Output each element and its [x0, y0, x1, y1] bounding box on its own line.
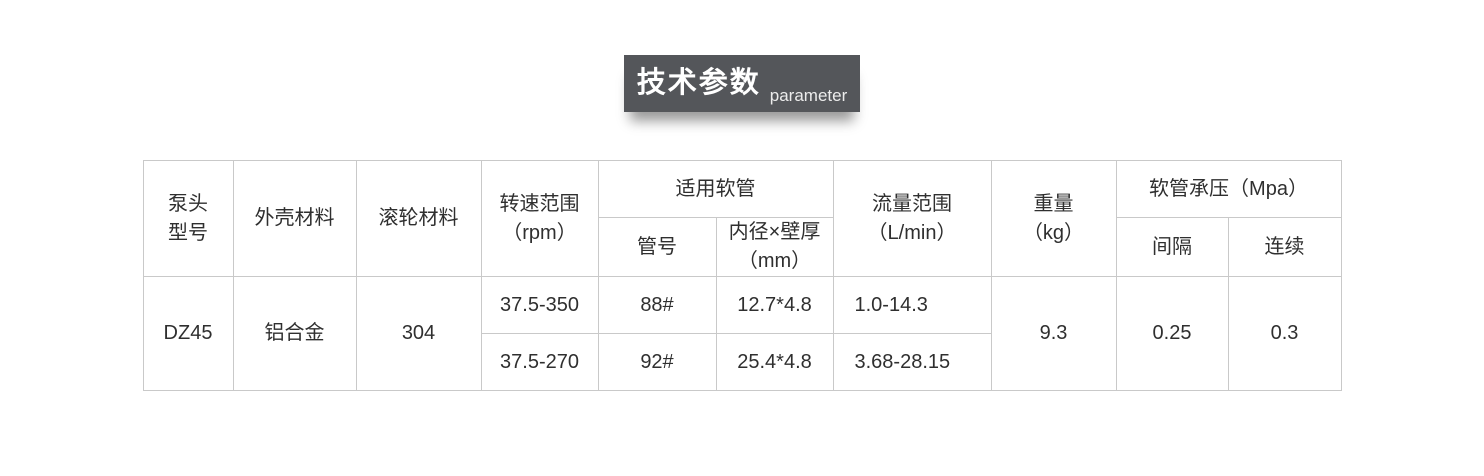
- header-pump-model-line1: 泵头: [168, 192, 208, 215]
- data-row-2: 37.5-270 92# 25.4*4.8 3.68-28.15: [143, 333, 1341, 391]
- cell-tube-number-1: 88#: [597, 276, 717, 334]
- header-roller-material: 滚轮材料: [355, 160, 482, 277]
- header-row-top: 泵头 型号 外壳材料 滚轮材料 转速范围 （rpm） 适用软管 流量范围 （L/…: [142, 160, 1342, 277]
- section-title-badge: 技术参数 parameter: [624, 55, 860, 112]
- header-inner-diameter-wall-line2: （mm）: [737, 250, 812, 272]
- header-shell-material: 外壳材料: [232, 160, 357, 277]
- header-applicable-hose: 适用软管: [597, 160, 834, 218]
- technical-parameters-table: 泵头 型号 外壳材料 滚轮材料 转速范围 （rpm） 适用软管 流量范围 （L/…: [142, 160, 1342, 391]
- cell-interval-pressure: 0.25: [1115, 276, 1229, 391]
- section-title: 技术参数: [636, 67, 761, 99]
- header-flow-range-line2: （L/min）: [867, 221, 957, 244]
- header-continuous: 连续: [1227, 217, 1342, 277]
- header-weight-line2: （kg）: [1022, 221, 1085, 244]
- cell-speed-range-1: 37.5-350: [480, 276, 599, 334]
- header-inner-diameter-wall: 内径×壁厚 （mm）: [715, 217, 834, 277]
- data-row-1: DZ45 铝合金 304 37.5-350 88# 12.7*4.8 1.0-1…: [142, 276, 1342, 391]
- header-inner-diameter-wall-line1: 内径×壁厚: [728, 221, 821, 243]
- cell-inner-diameter-wall-2: 25.4*4.8: [715, 333, 834, 391]
- cell-tube-number-2: 92#: [597, 333, 717, 391]
- cell-weight: 9.3: [990, 276, 1117, 391]
- cell-continuous-pressure: 0.3: [1227, 276, 1342, 391]
- header-pump-model: 泵头 型号: [142, 160, 234, 277]
- cell-inner-diameter-wall-1: 12.7*4.8: [715, 276, 834, 334]
- cell-speed-range-2: 37.5-270: [480, 333, 599, 391]
- header-tube-number: 管号: [597, 217, 717, 277]
- header-flow-range-line1: 流量范围: [872, 192, 952, 215]
- header-flow-range: 流量范围 （L/min）: [832, 160, 992, 277]
- cell-pump-model: DZ45: [142, 276, 234, 391]
- section-subtitle: parameter: [769, 86, 848, 105]
- cell-flow-range-2: 3.68-28.15: [832, 333, 992, 391]
- header-weight-line1: 重量: [1033, 192, 1074, 215]
- header-pump-model-line2: 型号: [168, 221, 208, 244]
- cell-flow-range-1: 1.0-14.3: [832, 276, 992, 334]
- header-interval: 间隔: [1115, 217, 1229, 277]
- header-speed-range-line2: （rpm）: [502, 221, 577, 244]
- header-speed-range-line1: 转速范围: [499, 192, 580, 215]
- header-hose-pressure: 软管承压（Mpa）: [1115, 160, 1342, 218]
- header-speed-range: 转速范围 （rpm）: [480, 160, 599, 277]
- header-row-bottom: 管号 内径×壁厚 （mm） 间隔 连续: [143, 217, 1342, 277]
- cell-shell-material: 铝合金: [232, 276, 357, 391]
- header-weight: 重量 （kg）: [990, 160, 1117, 277]
- cell-roller-material: 304: [355, 276, 482, 391]
